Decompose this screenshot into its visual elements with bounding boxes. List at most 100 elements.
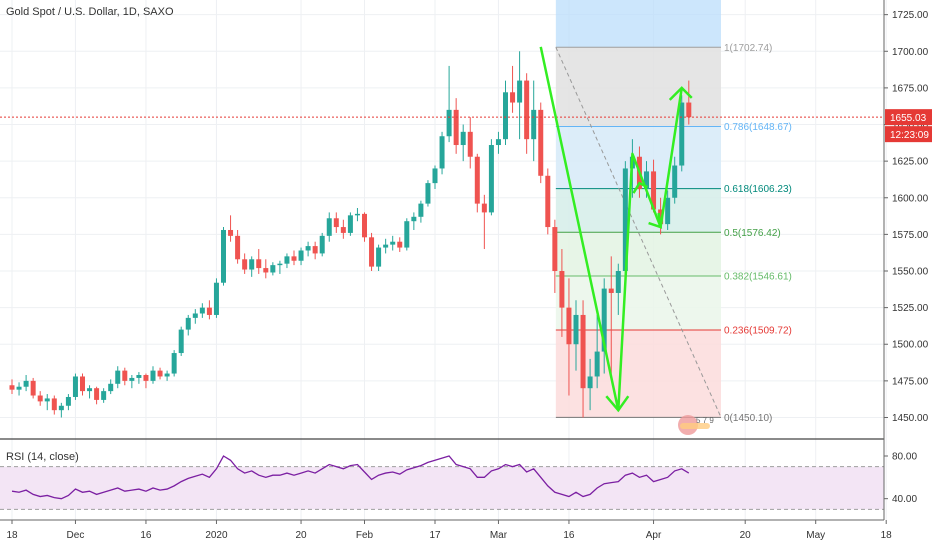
candle bbox=[425, 180, 431, 207]
candle bbox=[115, 366, 121, 389]
candle bbox=[58, 402, 64, 418]
candle-body bbox=[531, 109, 537, 140]
candle-body bbox=[235, 235, 241, 260]
candle-body bbox=[594, 351, 600, 377]
candle bbox=[439, 131, 445, 175]
candle bbox=[30, 377, 36, 399]
candle-body bbox=[171, 353, 177, 374]
rsi-tick-label: 40.00 bbox=[892, 494, 917, 505]
candle-body bbox=[9, 385, 15, 390]
price-tick-label: 1600.00 bbox=[892, 193, 929, 204]
time-tick-label: Apr bbox=[646, 530, 662, 541]
time-tick-label: 20 bbox=[740, 530, 752, 541]
candle bbox=[679, 95, 685, 172]
candle bbox=[192, 309, 198, 324]
time-tick-label: 17 bbox=[429, 530, 441, 541]
candle bbox=[312, 241, 318, 260]
fib-level-label: 0.5(1576.42) bbox=[724, 228, 781, 239]
fib-level-label: 0.786(1648.67) bbox=[724, 122, 792, 133]
candle-body bbox=[495, 139, 501, 146]
candle bbox=[580, 300, 586, 418]
candle-body bbox=[80, 376, 85, 392]
candle bbox=[531, 80, 537, 162]
candle-body bbox=[369, 237, 375, 267]
candle bbox=[601, 278, 607, 374]
candle-body bbox=[538, 109, 544, 176]
candle bbox=[319, 232, 325, 257]
candle-body bbox=[213, 282, 219, 315]
price-tick-label: 1675.00 bbox=[892, 83, 929, 94]
candle-body bbox=[404, 221, 410, 248]
candle-body bbox=[672, 165, 678, 198]
candle-body bbox=[228, 229, 234, 236]
candle-body bbox=[115, 370, 121, 384]
time-tick-label: 16 bbox=[563, 530, 575, 541]
price-tick-label: 1500.00 bbox=[892, 340, 929, 351]
fib-zone bbox=[555, 232, 721, 276]
candle-body bbox=[221, 229, 226, 283]
candle bbox=[143, 373, 149, 389]
candle bbox=[362, 212, 367, 242]
fib-level-label: 0.382(1546.61) bbox=[724, 271, 792, 282]
watermark-logo: 5 7 9 bbox=[678, 415, 714, 435]
candle bbox=[136, 372, 142, 384]
candle bbox=[277, 260, 283, 274]
candle-body bbox=[94, 388, 100, 400]
candle bbox=[404, 218, 410, 251]
candle bbox=[460, 124, 466, 162]
candle bbox=[291, 250, 297, 266]
fib-zone bbox=[555, 47, 721, 127]
candle bbox=[333, 212, 339, 233]
candle bbox=[510, 65, 516, 113]
candle-body bbox=[446, 109, 452, 137]
current-price-badge-text: 1655.03 bbox=[890, 113, 927, 124]
price-tick-label: 1575.00 bbox=[892, 230, 929, 241]
candle-body bbox=[101, 391, 107, 400]
candle-body bbox=[608, 288, 614, 293]
time-tick-label: 18 bbox=[881, 530, 893, 541]
candle-body bbox=[601, 288, 607, 352]
candle-body bbox=[23, 380, 29, 387]
candle-body bbox=[383, 244, 389, 248]
candle-body bbox=[319, 235, 325, 254]
candle-body bbox=[129, 377, 135, 381]
candle bbox=[199, 303, 205, 318]
candle bbox=[206, 300, 212, 320]
candle-body bbox=[136, 375, 142, 378]
candle bbox=[566, 278, 572, 396]
current-price-badge: 1655.03 bbox=[885, 109, 932, 126]
candle-body bbox=[481, 203, 487, 213]
candle bbox=[559, 249, 565, 337]
fib-zone bbox=[555, 188, 721, 233]
candle bbox=[101, 388, 107, 403]
candle-body bbox=[376, 247, 382, 267]
candle-body bbox=[453, 109, 459, 146]
candle-body bbox=[510, 92, 516, 103]
candle bbox=[108, 379, 114, 395]
candle bbox=[94, 386, 100, 405]
fib-zone-extension bbox=[555, 0, 721, 48]
candle-body bbox=[488, 145, 494, 213]
candle-body bbox=[467, 131, 473, 157]
candle bbox=[524, 73, 530, 154]
price-tick-label: 1550.00 bbox=[892, 267, 929, 278]
trend-path bbox=[539, 46, 683, 412]
candle bbox=[552, 219, 558, 293]
candle bbox=[256, 249, 262, 274]
candle bbox=[235, 229, 241, 264]
candle bbox=[594, 314, 600, 389]
arrow-head bbox=[605, 395, 630, 413]
candle bbox=[326, 212, 332, 242]
time-tick-label: 2020 bbox=[205, 530, 228, 541]
candle-body bbox=[65, 396, 71, 406]
candle-body bbox=[679, 102, 685, 166]
rsi-tick-label: 80.00 bbox=[892, 452, 917, 463]
candle-body bbox=[517, 80, 523, 103]
candle-body bbox=[418, 203, 424, 217]
candle-body bbox=[439, 136, 445, 169]
candle-body bbox=[566, 307, 572, 345]
candle bbox=[298, 247, 304, 266]
candle bbox=[171, 350, 177, 377]
